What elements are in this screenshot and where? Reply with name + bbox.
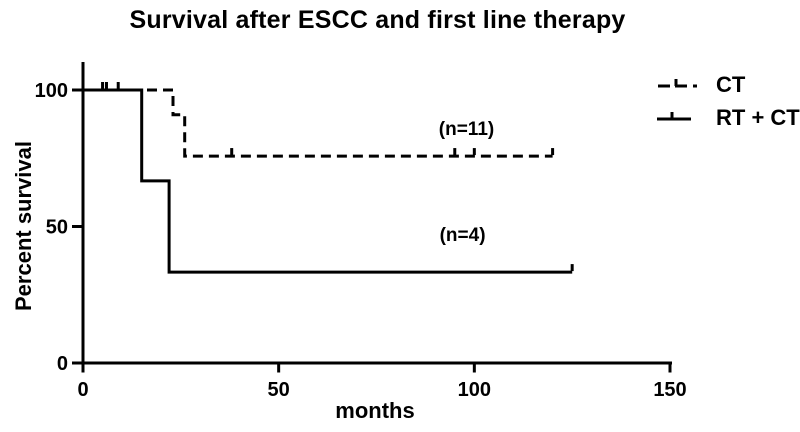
svg-text:50: 50 [46,217,68,239]
svg-text:0: 0 [57,353,68,375]
svg-text:100: 100 [35,80,68,102]
svg-text:50: 50 [268,379,290,401]
chart-title: Survival after ESCC and first line thera… [129,6,626,34]
x-axis-label: months [335,398,415,423]
legend-item-ct: CT [657,68,800,101]
annotation-rtct-group-size: (n=4) [439,225,486,247]
svg-text:150: 150 [653,379,686,401]
legend-label-rt-ct: RT + CT [716,104,800,130]
legend-label-ct: CT [716,71,746,97]
legend: CT RT + CT [657,68,800,134]
annotation-ct-group-size: (n=11) [438,118,495,140]
dashed-line-sample-icon [658,78,697,87]
svg-text:0: 0 [77,379,88,401]
legend-item-rt-ct: RT + CT [657,101,800,134]
svg-text:100: 100 [458,379,491,401]
solid-line-sample-icon [657,111,691,120]
